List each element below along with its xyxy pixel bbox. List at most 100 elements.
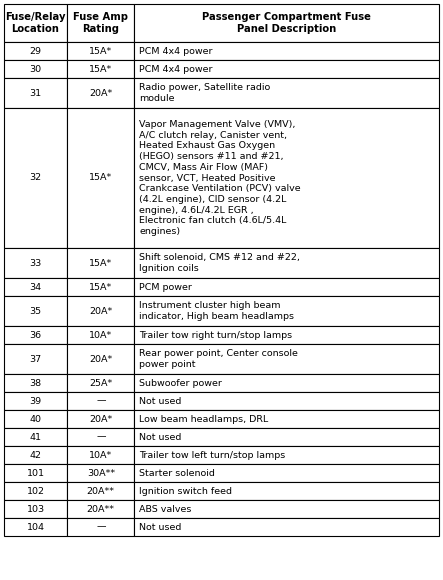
Text: ABS valves: ABS valves bbox=[140, 505, 192, 513]
Bar bbox=[4, 296, 67, 326]
Bar bbox=[67, 4, 135, 42]
Text: 101: 101 bbox=[27, 469, 45, 477]
Text: Trailer tow left turn/stop lamps: Trailer tow left turn/stop lamps bbox=[140, 451, 286, 459]
Bar bbox=[67, 248, 135, 278]
Text: 20A*: 20A* bbox=[89, 354, 113, 364]
Text: 10A*: 10A* bbox=[89, 451, 113, 459]
Text: 20A**: 20A** bbox=[87, 487, 115, 495]
Bar bbox=[4, 78, 67, 108]
Text: Shift solenoid, CMS #12 and #22,
Ignition coils: Shift solenoid, CMS #12 and #22, Ignitio… bbox=[140, 253, 300, 273]
Text: 36: 36 bbox=[30, 331, 42, 339]
Text: 103: 103 bbox=[27, 505, 45, 513]
Text: 34: 34 bbox=[30, 282, 42, 292]
Bar bbox=[135, 42, 439, 60]
Text: —: — bbox=[96, 523, 105, 531]
Bar bbox=[67, 42, 135, 60]
Bar bbox=[67, 428, 135, 446]
Text: 32: 32 bbox=[30, 173, 42, 183]
Bar bbox=[67, 518, 135, 536]
Bar bbox=[67, 374, 135, 392]
Text: PCM 4x4 power: PCM 4x4 power bbox=[140, 46, 213, 56]
Text: 30A**: 30A** bbox=[87, 469, 115, 477]
Text: Passenger Compartment Fuse
Panel Description: Passenger Compartment Fuse Panel Descrip… bbox=[202, 12, 371, 34]
Bar bbox=[4, 278, 67, 296]
Text: Instrument cluster high beam
indicator, High beam headlamps: Instrument cluster high beam indicator, … bbox=[140, 301, 295, 321]
Bar bbox=[67, 482, 135, 500]
Text: 39: 39 bbox=[30, 397, 42, 405]
Bar bbox=[4, 42, 67, 60]
Text: 40: 40 bbox=[30, 415, 42, 423]
Bar bbox=[135, 392, 439, 410]
Bar bbox=[4, 392, 67, 410]
Bar bbox=[135, 500, 439, 518]
Text: 15A*: 15A* bbox=[89, 173, 113, 183]
Bar bbox=[135, 326, 439, 344]
Bar bbox=[4, 464, 67, 482]
Bar bbox=[135, 464, 439, 482]
Bar bbox=[135, 4, 439, 42]
Bar bbox=[67, 410, 135, 428]
Text: 15A*: 15A* bbox=[89, 282, 113, 292]
Bar bbox=[67, 464, 135, 482]
Text: —: — bbox=[96, 397, 105, 405]
Bar bbox=[135, 60, 439, 78]
Bar bbox=[67, 392, 135, 410]
Bar bbox=[4, 428, 67, 446]
Text: PCM 4x4 power: PCM 4x4 power bbox=[140, 64, 213, 74]
Text: 20A*: 20A* bbox=[89, 306, 113, 316]
Bar bbox=[67, 296, 135, 326]
Bar bbox=[4, 344, 67, 374]
Text: Low beam headlamps, DRL: Low beam headlamps, DRL bbox=[140, 415, 269, 423]
Text: Ignition switch feed: Ignition switch feed bbox=[140, 487, 233, 495]
Bar bbox=[4, 482, 67, 500]
Text: PCM power: PCM power bbox=[140, 282, 192, 292]
Bar bbox=[135, 296, 439, 326]
Text: 35: 35 bbox=[30, 306, 42, 316]
Bar bbox=[135, 374, 439, 392]
Text: Radio power, Satellite radio
module: Radio power, Satellite radio module bbox=[140, 83, 271, 103]
Bar bbox=[4, 248, 67, 278]
Bar bbox=[67, 60, 135, 78]
Text: 15A*: 15A* bbox=[89, 64, 113, 74]
Bar bbox=[67, 108, 135, 248]
Text: Fuse Amp
Rating: Fuse Amp Rating bbox=[73, 12, 128, 34]
Bar bbox=[135, 446, 439, 464]
Text: Not used: Not used bbox=[140, 397, 182, 405]
Bar bbox=[4, 108, 67, 248]
Text: 10A*: 10A* bbox=[89, 331, 113, 339]
Text: —: — bbox=[96, 433, 105, 441]
Bar bbox=[135, 410, 439, 428]
Bar bbox=[135, 278, 439, 296]
Text: Subwoofer power: Subwoofer power bbox=[140, 379, 222, 387]
Text: Not used: Not used bbox=[140, 523, 182, 531]
Text: 102: 102 bbox=[27, 487, 45, 495]
Bar bbox=[67, 446, 135, 464]
Text: 41: 41 bbox=[30, 433, 42, 441]
Bar bbox=[4, 500, 67, 518]
Text: 15A*: 15A* bbox=[89, 259, 113, 267]
Text: 15A*: 15A* bbox=[89, 46, 113, 56]
Bar bbox=[135, 518, 439, 536]
Text: 30: 30 bbox=[30, 64, 42, 74]
Text: Starter solenoid: Starter solenoid bbox=[140, 469, 215, 477]
Text: 20A*: 20A* bbox=[89, 89, 113, 97]
Text: 20A**: 20A** bbox=[87, 505, 115, 513]
Text: Trailer tow right turn/stop lamps: Trailer tow right turn/stop lamps bbox=[140, 331, 293, 339]
Bar bbox=[67, 278, 135, 296]
Bar bbox=[135, 482, 439, 500]
Bar bbox=[4, 518, 67, 536]
Text: 20A*: 20A* bbox=[89, 415, 113, 423]
Bar bbox=[4, 410, 67, 428]
Text: 37: 37 bbox=[30, 354, 42, 364]
Text: 25A*: 25A* bbox=[89, 379, 113, 387]
Bar bbox=[4, 446, 67, 464]
Bar bbox=[4, 60, 67, 78]
Bar bbox=[135, 248, 439, 278]
Text: 31: 31 bbox=[30, 89, 42, 97]
Bar bbox=[67, 344, 135, 374]
Text: Rear power point, Center console
power point: Rear power point, Center console power p… bbox=[140, 349, 299, 369]
Bar bbox=[67, 326, 135, 344]
Bar bbox=[67, 500, 135, 518]
Text: Not used: Not used bbox=[140, 433, 182, 441]
Text: 29: 29 bbox=[30, 46, 42, 56]
